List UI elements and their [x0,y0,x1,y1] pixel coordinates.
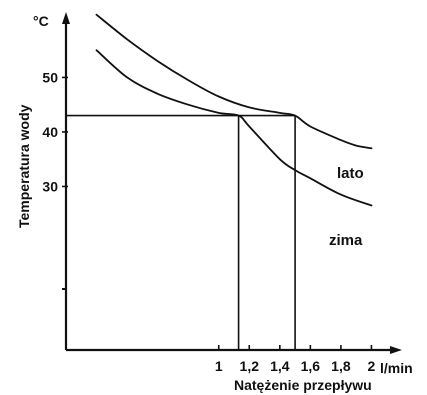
x-tick-label: 1,2 [240,358,260,374]
series-label-lato: lato [337,165,364,182]
x-axis-arrow [390,346,402,354]
y-tick-label: 40 [42,124,58,140]
x-tick-label: 1,4 [270,358,290,374]
y-tick-label: 50 [42,69,58,85]
series-lines [95,13,373,207]
series-line-lato [95,13,373,150]
x-unit-label: l/min [380,360,413,376]
series-label-zima: zima [329,232,363,249]
reference-lines [66,114,296,350]
x-ticks: 1 1,2 1,4 1,6 1,8 2 [215,345,376,374]
x-tick-label: 1 [215,358,223,374]
x-tick-label: 1,6 [301,358,321,374]
series-line-zima [95,49,373,207]
x-tick-label: 2 [368,358,376,374]
x-tick-label: 1,8 [331,358,351,374]
axes [62,12,402,354]
y-ticks: 30 40 50 [42,69,68,194]
y-unit-label: °C [33,13,49,29]
y-axis-title: Temperatura wody [16,104,32,228]
y-tick-label: 30 [42,178,58,194]
x-axis-title: Natężenie przepływu [234,377,372,393]
y-axis-arrow [62,12,70,24]
